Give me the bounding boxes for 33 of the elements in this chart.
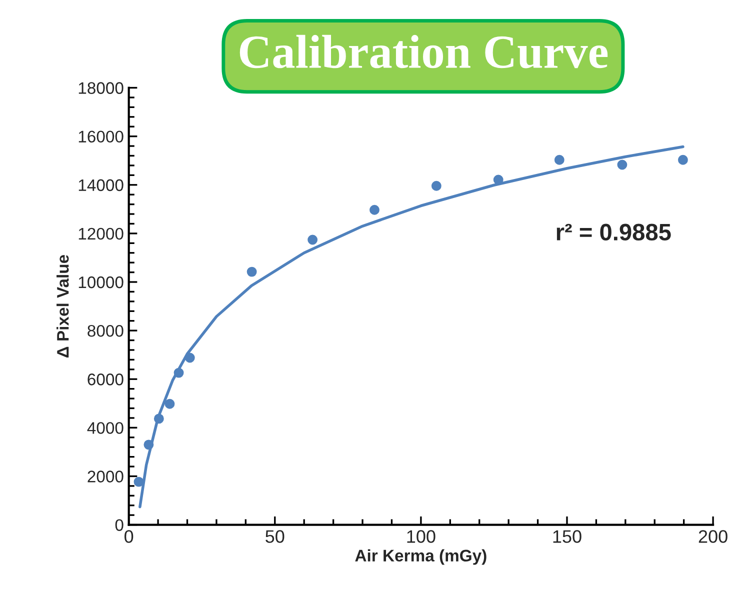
y-tick-label: 16000 <box>78 130 124 143</box>
y-tick-label: 18000 <box>78 82 124 94</box>
point <box>154 414 164 424</box>
y-tick-label: 6000 <box>88 374 124 386</box>
x-tick-label: 0 <box>124 530 134 543</box>
y-tick-label: 12000 <box>78 228 124 240</box>
point <box>617 160 628 170</box>
point <box>493 174 504 185</box>
x-axis-title: Air Kerma (mGy) <box>355 549 486 565</box>
y-tick-label: 4000 <box>87 422 124 434</box>
point <box>370 204 380 215</box>
x-tick-label: 50 <box>266 530 284 543</box>
point <box>174 368 184 378</box>
point <box>431 180 442 191</box>
y-tick-label: 2000 <box>88 470 124 482</box>
y-tick-label: 14000 <box>78 179 124 192</box>
y-tick-label: 0 <box>115 519 124 532</box>
y-axis-title: Δ Pixel Value <box>56 255 69 358</box>
point <box>554 154 564 165</box>
point <box>134 476 144 487</box>
y-tick-label: 8000 <box>88 324 124 337</box>
y-tick-label: 10000 <box>78 276 124 288</box>
point <box>164 398 175 409</box>
x-tick-label: 100 <box>407 530 436 543</box>
chart-title: Calibration Curve <box>240 34 608 68</box>
point <box>144 440 154 450</box>
x-tick-label: 200 <box>698 530 728 543</box>
point <box>184 352 195 363</box>
x-tick-label: 150 <box>553 530 582 543</box>
point <box>678 154 688 165</box>
point <box>308 234 318 245</box>
annotation: r² = 0.9885 <box>556 224 671 241</box>
point <box>246 266 257 277</box>
